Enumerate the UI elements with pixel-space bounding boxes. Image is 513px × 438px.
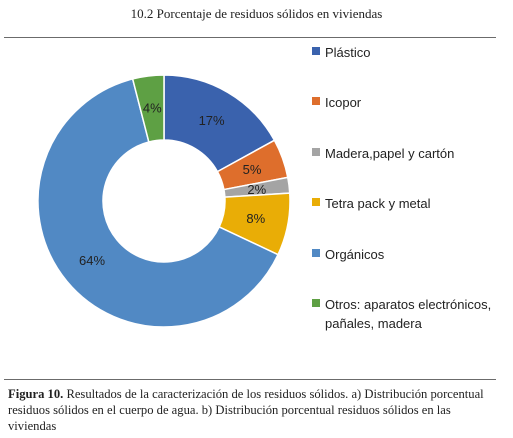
legend-item-madera: Madera,papel y cartón: [312, 144, 500, 163]
donut-slice-5: [131, 74, 165, 143]
legend-swatch: [312, 97, 320, 105]
legend-item-plastico: Plástico: [312, 43, 500, 62]
legend-swatch: [312, 249, 320, 257]
legend-swatch: [312, 198, 320, 206]
legend-swatch: [312, 47, 320, 55]
top-rule: [4, 37, 496, 38]
legend-label: Orgánicos: [325, 247, 385, 262]
slice-value-label-1: 5%: [243, 162, 262, 177]
legend-label: Tetra pack y metal: [325, 196, 431, 211]
slice-value-label-0: 17%: [199, 113, 225, 128]
legend-item-tetra-pack: Tetra pack y metal: [312, 194, 500, 213]
slice-value-label-4: 64%: [79, 253, 105, 268]
legend-item-icopor: Icopor: [312, 93, 500, 112]
caption-text: Resultados de la caracterización de los …: [8, 387, 484, 433]
legend-label: Icopor: [325, 95, 362, 110]
legend-label: Plástico: [325, 45, 371, 60]
legend-label: Madera,papel y cartón: [325, 146, 455, 161]
legend-swatch: [312, 148, 320, 156]
slice-value-label-5: 4%: [143, 101, 162, 116]
chart-title: 10.2 Porcentaje de residuos sólidos en v…: [130, 6, 383, 21]
legend-item-otros: Otros: aparatos electrónicos, pañales, m…: [312, 295, 500, 333]
caption-label: Figura 10.: [8, 387, 64, 401]
legend-swatch: [312, 299, 320, 307]
figure-caption: Figura 10. Resultados de la caracterizac…: [8, 386, 500, 434]
legend-label: Otros: aparatos electrónicos, pañales, m…: [325, 297, 492, 331]
slice-value-label-3: 8%: [246, 211, 265, 226]
donut-slice-4: [37, 78, 280, 328]
bottom-rule: [4, 379, 496, 380]
legend-item-organicos: Orgánicos: [312, 245, 500, 264]
slice-value-label-2: 2%: [247, 182, 266, 197]
